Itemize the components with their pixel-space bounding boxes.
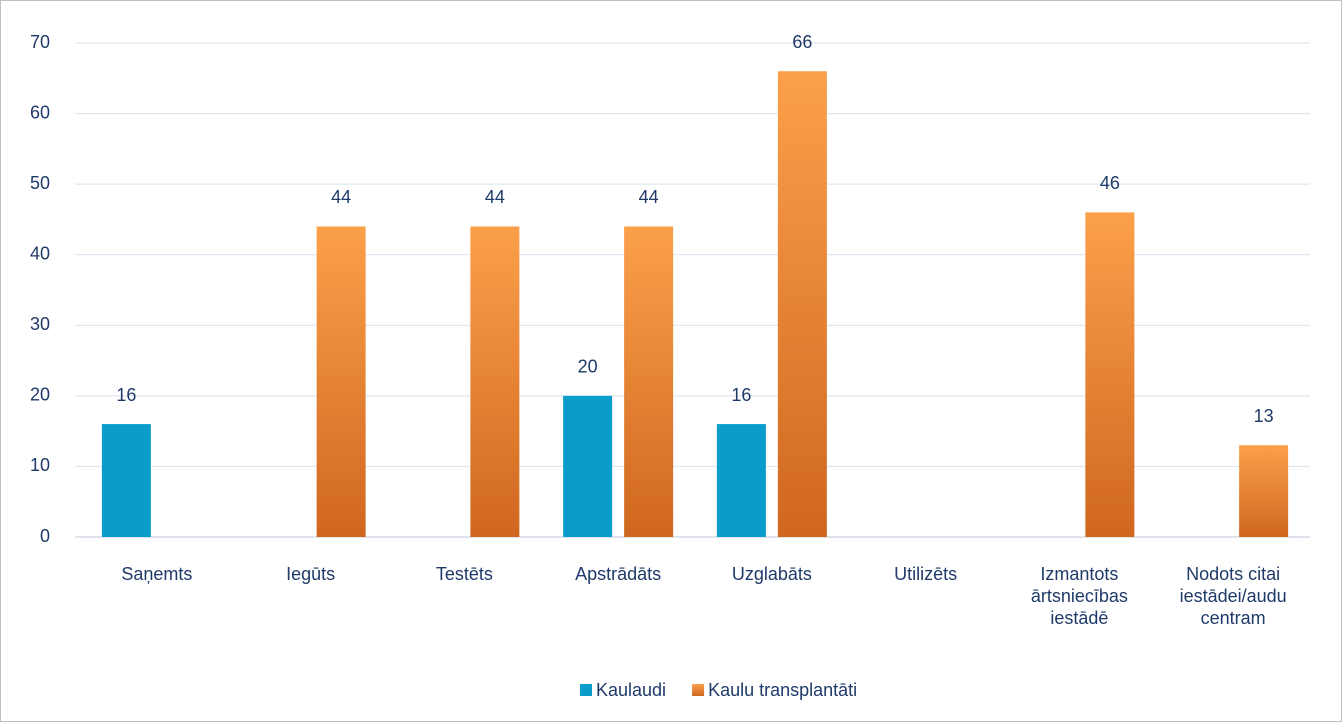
y-tick-label: 10 — [30, 455, 50, 475]
x-tick-label: Izmantots ārtsniecības iestādē — [1030, 564, 1128, 628]
x-tick-label: Apstrādāts — [575, 564, 662, 584]
x-tick-label: Testēts — [435, 564, 493, 584]
x-tick-label: Uzglabāts — [731, 564, 812, 584]
y-tick-label: 20 — [30, 385, 50, 405]
legend-swatch — [692, 684, 705, 696]
data-label: 16 — [731, 385, 751, 405]
data-label: 44 — [485, 187, 505, 207]
bar — [101, 424, 151, 537]
bar — [1239, 445, 1289, 537]
bar — [1085, 212, 1135, 537]
bar — [716, 424, 766, 537]
bar — [316, 226, 366, 537]
legend-label: Kaulaudi — [596, 680, 666, 700]
bar — [777, 71, 827, 537]
data-label: 66 — [792, 32, 812, 52]
x-tick-label: Nodots citai iestādei/audu centram — [1179, 564, 1287, 628]
data-label: 13 — [1254, 406, 1274, 426]
data-label: 20 — [578, 357, 598, 377]
legend-swatch — [580, 684, 592, 696]
y-tick-label: 70 — [30, 32, 50, 52]
x-tick-label: Saņemts — [121, 564, 193, 584]
bar — [624, 226, 674, 537]
y-tick-label: 30 — [30, 314, 50, 334]
data-label: 44 — [639, 187, 659, 207]
data-label: 16 — [116, 385, 136, 405]
data-label: 46 — [1100, 173, 1120, 193]
data-label: 44 — [331, 187, 351, 207]
y-tick-label: 40 — [30, 243, 50, 263]
bar — [470, 226, 520, 537]
bar — [563, 395, 613, 537]
y-tick-label: 60 — [30, 102, 50, 122]
x-tick-label: Iegūts — [286, 564, 336, 584]
x-tick-label: Utilizēts — [894, 564, 958, 584]
y-tick-label: 0 — [40, 526, 50, 546]
legend-label: Kaulu transplantāti — [708, 680, 857, 700]
y-tick-label: 50 — [30, 173, 50, 193]
